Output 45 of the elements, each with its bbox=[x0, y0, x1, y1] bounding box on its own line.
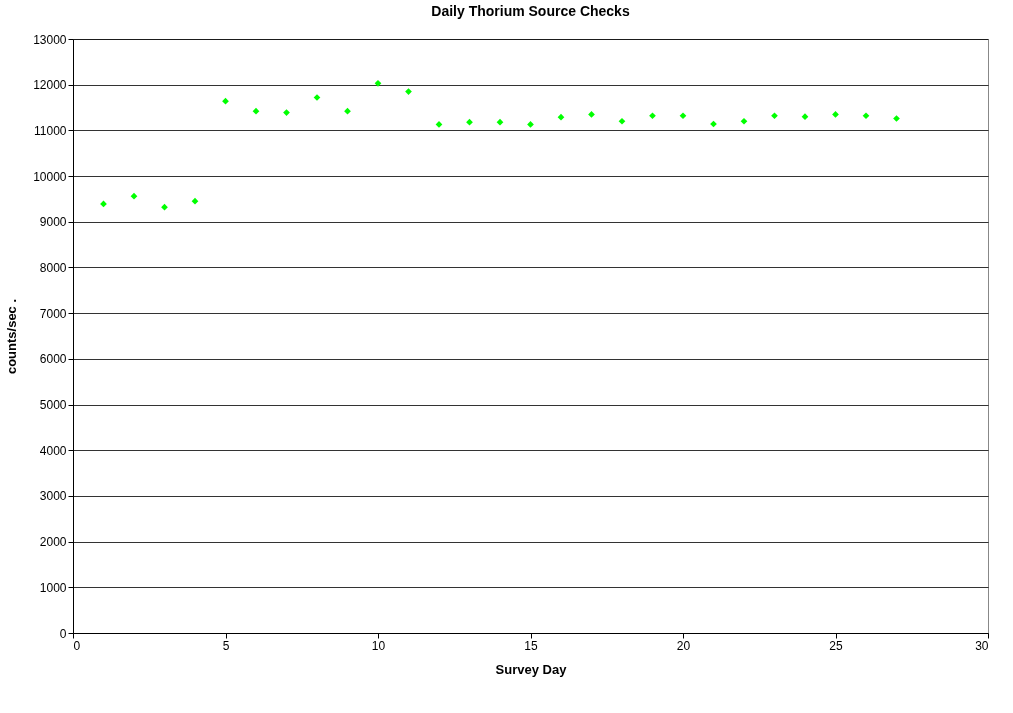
y-tick-label: 0 bbox=[59, 626, 67, 641]
point bbox=[374, 79, 382, 87]
y-tick-label: 1000 bbox=[39, 580, 67, 595]
y-tick-label: 7000 bbox=[39, 306, 67, 321]
x-axis-title: Survey Day bbox=[495, 661, 568, 677]
point bbox=[862, 112, 870, 120]
point bbox=[771, 112, 778, 120]
x-tick-label: 10 bbox=[371, 638, 386, 653]
point bbox=[527, 121, 534, 128]
x-tick-label: 0 bbox=[73, 638, 81, 653]
chart-title: Daily Thorium Source Checks bbox=[431, 3, 630, 19]
point bbox=[649, 112, 656, 120]
y-axis-title: counts/sec . bbox=[4, 298, 20, 375]
y-tick-label: 13000 bbox=[33, 32, 67, 47]
y-tick-label: 6000 bbox=[39, 352, 67, 367]
y-tick-label: 12000 bbox=[33, 78, 67, 93]
point bbox=[557, 113, 565, 121]
y-tick-label: 4000 bbox=[39, 443, 67, 458]
point bbox=[283, 109, 290, 116]
point bbox=[344, 107, 351, 115]
x-tick-label: 5 bbox=[222, 638, 230, 653]
y-tick-label: 10000 bbox=[33, 169, 67, 184]
point bbox=[466, 118, 473, 126]
x-tick-label: 25 bbox=[829, 638, 843, 653]
point bbox=[252, 107, 260, 115]
x-tick-label: 30 bbox=[975, 638, 989, 653]
point bbox=[893, 115, 900, 122]
point bbox=[405, 88, 412, 95]
y-tick-label: 11000 bbox=[34, 123, 67, 138]
point bbox=[496, 118, 504, 126]
point bbox=[740, 117, 748, 125]
point bbox=[191, 197, 199, 205]
point bbox=[679, 112, 687, 120]
x-tick-label: 15 bbox=[524, 638, 538, 653]
point bbox=[588, 111, 595, 118]
point bbox=[618, 117, 626, 125]
x-tick-label: 20 bbox=[676, 638, 691, 653]
y-tick-label: 5000 bbox=[39, 398, 67, 413]
point bbox=[801, 113, 809, 121]
y-tick-label: 2000 bbox=[39, 535, 67, 550]
y-tick-label: 8000 bbox=[39, 260, 67, 275]
point bbox=[130, 192, 138, 200]
y-tick-label: 9000 bbox=[39, 215, 67, 230]
point bbox=[832, 111, 839, 118]
y-tick-label: 3000 bbox=[39, 489, 67, 504]
